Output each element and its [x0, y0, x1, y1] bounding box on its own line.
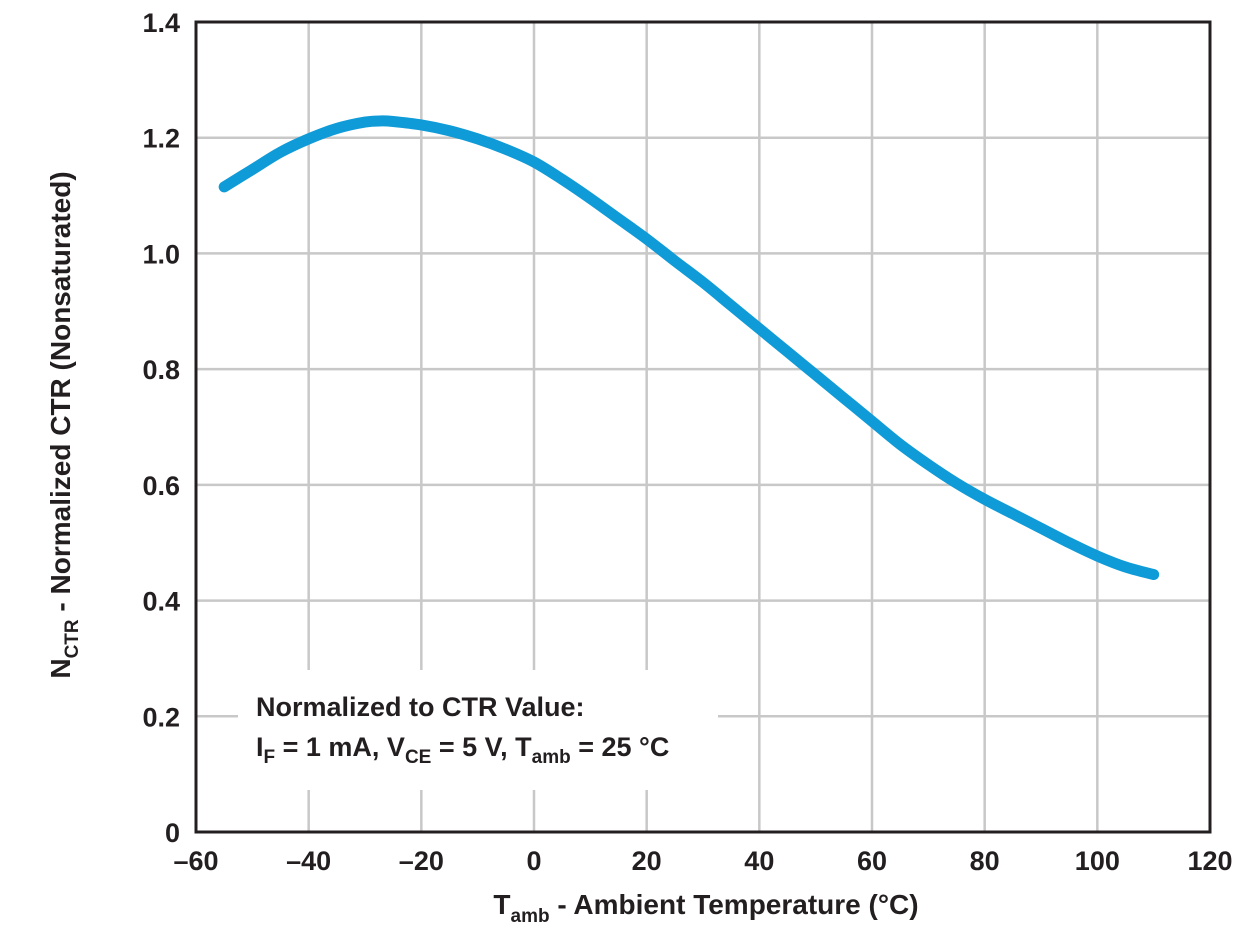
y-tick-label: 0.8 [142, 355, 180, 385]
x-tick-label: 120 [1187, 846, 1232, 876]
y-tick-label: 0.4 [142, 587, 180, 617]
y-axis-label-main: N [45, 658, 76, 678]
plot-frame [194, 20, 1212, 834]
y-tick-label: 0 [165, 818, 180, 848]
annotation-text-segment: = 5 V, T [431, 732, 532, 762]
x-tick-label: 40 [744, 846, 774, 876]
annotation-line-1: Normalized to CTR Value: [256, 692, 585, 722]
y-tick-label: 1.4 [142, 8, 180, 38]
y-tick-label: 1.0 [142, 239, 180, 269]
annotation-subscript: amb [532, 747, 571, 768]
y-axis-label: NCTR - Normalized CTR (Nonsaturated) [45, 171, 83, 678]
x-tick-label: –40 [286, 846, 331, 876]
annotation: Normalized to CTR Value: IF = 1 mA, VCE … [256, 692, 669, 768]
x-tick-label: –20 [399, 846, 444, 876]
x-tick-labels: –60 –40 –20 0 20 40 60 80 100 120 [173, 846, 1232, 876]
x-axis-label-rest: - Ambient Temperature (°C) [550, 889, 919, 920]
series-line-nctr [218, 115, 1160, 581]
annotation-line-2: IF = 1 mA, VCE = 5 V, Tamb = 25 °C [256, 732, 669, 768]
x-axis-label: Tamb - Ambient Temperature (°C) [493, 889, 918, 927]
x-tick-label: 60 [857, 846, 887, 876]
x-tick-label: –60 [173, 846, 218, 876]
x-tick-label: 100 [1075, 846, 1120, 876]
annotation-text-segment: = 1 mA, V [275, 732, 405, 762]
x-axis-label-main: T [493, 889, 510, 920]
series-layer [218, 115, 1160, 581]
annotation-subscript: CE [405, 747, 431, 768]
y-tick-label: 0.2 [142, 702, 180, 732]
y-tick-labels: 0 0.2 0.4 0.6 0.8 1.0 1.2 1.4 [142, 8, 180, 848]
y-tick-label: 0.6 [142, 471, 180, 501]
annotation-text-segment: = 25 °C [571, 732, 670, 762]
annotation-subscript: F [264, 747, 276, 768]
x-tick-label: 20 [632, 846, 662, 876]
x-tick-label: 80 [970, 846, 1000, 876]
annotation-text-segment: I [256, 732, 264, 762]
y-tick-label: 1.2 [142, 124, 180, 154]
x-axis-label-sub: amb [511, 906, 550, 927]
annotation-background [238, 670, 718, 790]
y-axis-label-sub: CTR [62, 619, 83, 658]
y-axis-label-rest: - Normalized CTR (Nonsaturated) [45, 171, 76, 619]
x-tick-label: 0 [526, 846, 541, 876]
